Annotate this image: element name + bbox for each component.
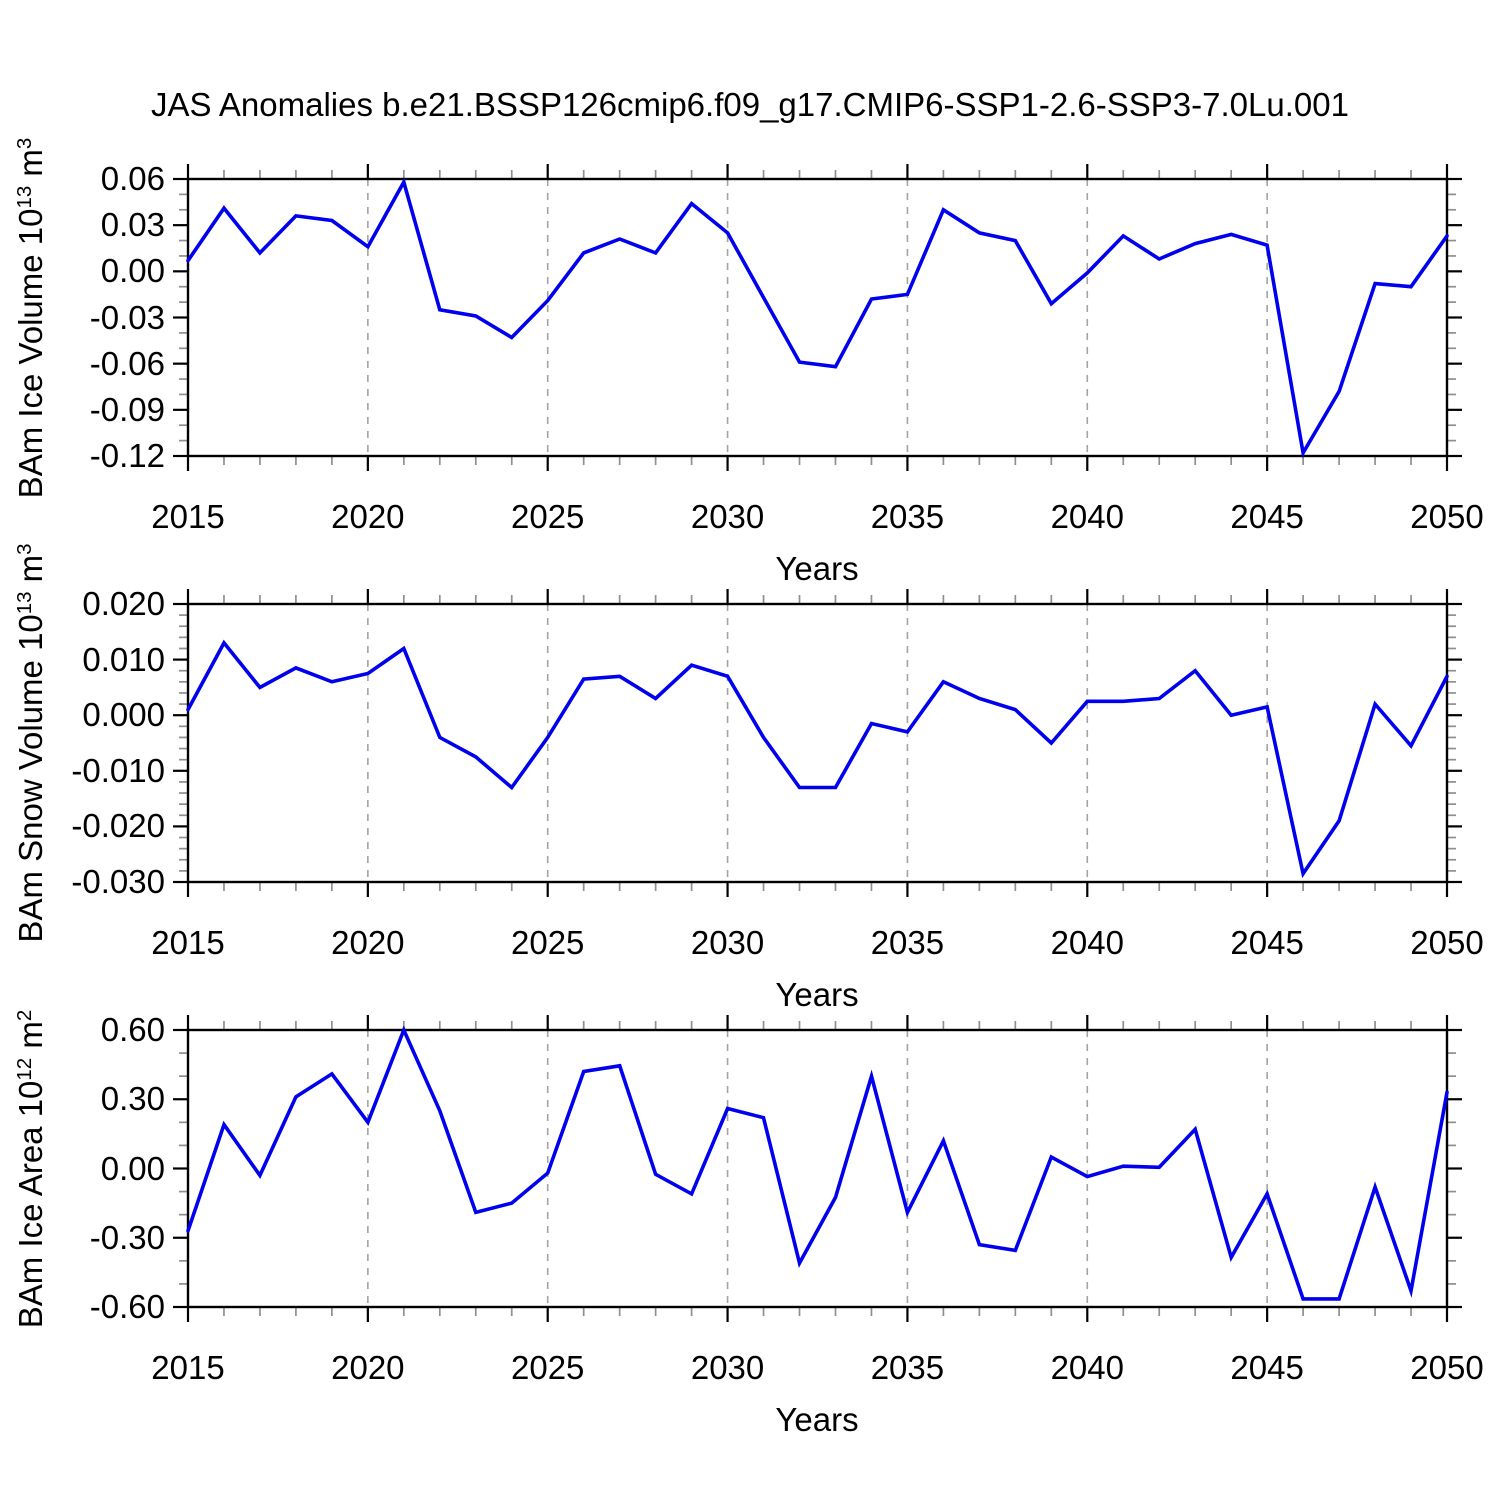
y-tick-label: -0.020	[71, 807, 165, 845]
x-tick-label: 2045	[1230, 1349, 1304, 1386]
ice-area-plot	[173, 1015, 1462, 1322]
x-tick-label: 2030	[690, 498, 765, 535]
x-tick-label: 2025	[510, 924, 585, 961]
x-tick-label: 2020	[331, 498, 405, 535]
x-ticks	[186, 589, 1449, 897]
x-tick-label: 2035	[870, 924, 945, 961]
data-line	[186, 177, 1449, 459]
x-tick-label: 2020	[331, 1349, 405, 1386]
y-tick-label: 0.30	[100, 1080, 165, 1118]
x-tick-label: 2050	[1410, 498, 1484, 535]
x-tick-label: 2045	[1230, 498, 1304, 535]
x-tick-label: 2025	[510, 1349, 585, 1386]
x-tick-label: 2035	[870, 1349, 945, 1386]
data-line	[186, 639, 1449, 879]
y-tick-label: -0.12	[89, 437, 165, 474]
y-ticks	[173, 602, 1462, 884]
plot-frame	[186, 602, 1449, 884]
gridlines	[367, 604, 1268, 882]
x-axis-title: Years	[775, 976, 859, 1013]
y-tick-label: 0.06	[100, 160, 165, 197]
x-axis-title: Years	[775, 1401, 859, 1438]
y-tick-label: -0.03	[89, 298, 165, 336]
x-tick-label: 2015	[151, 924, 225, 961]
y-tick-label: -0.06	[89, 344, 165, 382]
x-tick-label: 2040	[1050, 924, 1124, 961]
y-tick-label: 0.020	[82, 585, 165, 622]
y-tick-label: -0.09	[89, 390, 165, 428]
y-tick-label: 0.00	[100, 252, 165, 290]
y-tick-label: 0.03	[100, 206, 165, 244]
y-ticks	[173, 177, 1462, 458]
y-tick-label: 0.000	[82, 696, 165, 734]
gridlines	[367, 179, 1268, 456]
x-tick-label: 2035	[870, 498, 945, 535]
gridlines	[367, 1030, 1268, 1307]
x-tick-label: 2040	[1050, 1349, 1124, 1386]
x-tick-label: 2030	[690, 1349, 765, 1386]
y-tick-label: 0.00	[100, 1149, 165, 1187]
plot-frame	[186, 177, 1449, 458]
ice-area-y-axis-title: BAm Ice Area 1012 m2	[12, 1009, 49, 1328]
x-ticks	[186, 164, 1449, 471]
x-tick-label: 2045	[1230, 924, 1304, 961]
y-tick-label: -0.010	[71, 751, 165, 789]
x-tick-label: 2030	[690, 924, 765, 961]
y-tick-label: 0.010	[82, 640, 165, 678]
x-tick-label: 2015	[151, 1349, 225, 1386]
chart-title: JAS Anomalies b.e21.BSSP126cmip6.f09_g17…	[151, 86, 1349, 123]
x-tick-label: 2020	[331, 924, 405, 961]
y-tick-label: 0.60	[100, 1011, 165, 1048]
x-tick-label: 2015	[151, 498, 225, 535]
x-tick-label: 2025	[510, 498, 585, 535]
x-axis-title: Years	[775, 550, 859, 587]
x-tick-label: 2050	[1410, 924, 1484, 961]
x-ticks	[186, 1015, 1449, 1322]
ice-volume-plot	[173, 164, 1462, 471]
y-ticks	[173, 1028, 1462, 1309]
x-tick-label: 2050	[1410, 1349, 1484, 1386]
plot-frame	[186, 1028, 1449, 1309]
y-tick-label: -0.60	[89, 1288, 165, 1325]
y-tick-label: -0.30	[89, 1218, 165, 1256]
y-tick-label: -0.030	[71, 863, 165, 900]
x-tick-label: 2040	[1050, 498, 1124, 535]
snow-volume-plot	[173, 589, 1462, 897]
data-line	[186, 1025, 1449, 1301]
